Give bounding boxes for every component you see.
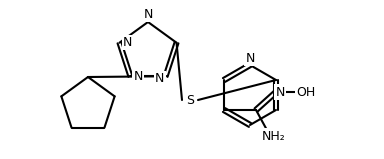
Text: S: S [186, 93, 194, 107]
Text: N: N [275, 86, 285, 98]
Text: N: N [155, 72, 164, 85]
Text: NH₂: NH₂ [262, 129, 286, 142]
Text: N: N [123, 36, 132, 49]
Text: OH: OH [296, 86, 316, 98]
Text: N: N [134, 70, 143, 83]
Text: N: N [143, 7, 153, 21]
Text: N: N [245, 52, 255, 65]
